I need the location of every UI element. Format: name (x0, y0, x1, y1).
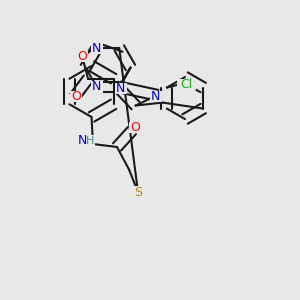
FancyBboxPatch shape (150, 91, 162, 102)
Text: O: O (130, 121, 140, 134)
FancyBboxPatch shape (115, 83, 127, 94)
FancyBboxPatch shape (76, 135, 94, 147)
FancyBboxPatch shape (177, 79, 196, 90)
Text: Cl: Cl (180, 78, 193, 91)
Text: O: O (71, 90, 81, 103)
Text: H: H (86, 136, 94, 146)
Text: N: N (116, 82, 125, 95)
Text: O: O (77, 50, 87, 63)
Text: N: N (92, 41, 101, 55)
FancyBboxPatch shape (129, 122, 141, 133)
FancyBboxPatch shape (70, 91, 82, 103)
Text: N: N (78, 134, 87, 148)
FancyBboxPatch shape (91, 81, 103, 93)
Text: S: S (134, 185, 142, 199)
FancyBboxPatch shape (132, 186, 144, 198)
FancyBboxPatch shape (91, 42, 103, 54)
Text: N: N (92, 80, 101, 94)
FancyBboxPatch shape (76, 51, 88, 62)
Text: N: N (151, 90, 160, 103)
